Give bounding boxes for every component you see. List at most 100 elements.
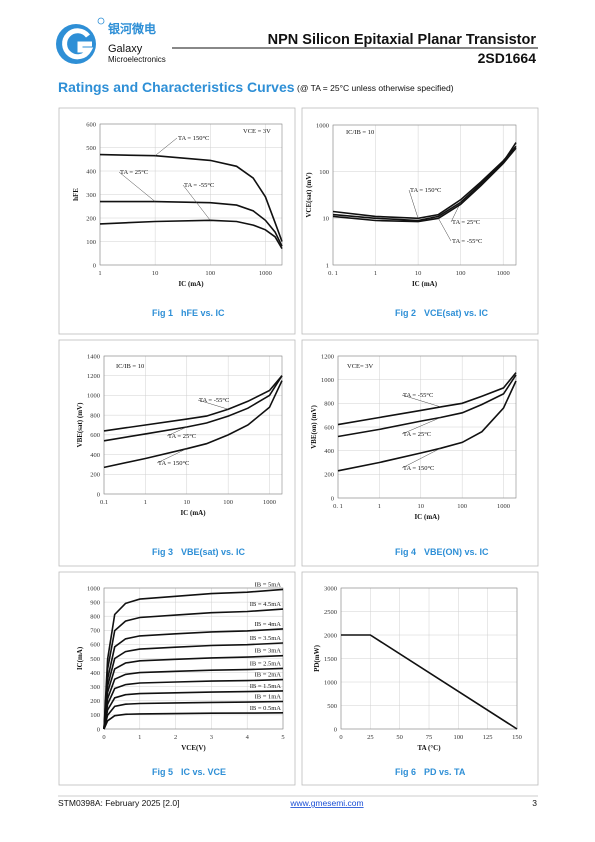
curve-label: TA = 150°C — [403, 465, 434, 472]
y-tick-label: 0 — [334, 726, 337, 733]
leader-line — [156, 448, 187, 464]
x-tick-label: 1000 — [263, 499, 276, 506]
curve — [103, 700, 284, 730]
curve — [332, 145, 517, 220]
curve-label: TA = 150°C — [158, 460, 189, 467]
curve — [103, 678, 284, 730]
curve — [103, 642, 284, 730]
curve — [99, 219, 283, 250]
section-title: Ratings and Characteristics Curves — [58, 79, 295, 95]
y-tick-label: 800 — [90, 614, 100, 621]
y-tick-label: 1000 — [316, 122, 329, 129]
curve-label: IB = 1mA — [255, 694, 282, 701]
figure-number: Fig 1 — [152, 308, 173, 318]
y-tick-label: 600 — [324, 424, 334, 431]
curve-label: IB = 1.5mA — [250, 683, 282, 690]
y-tick-label: 1200 — [321, 353, 334, 360]
y-axis-label: PD(mW) — [313, 644, 321, 671]
x-tick-label: 4 — [246, 734, 250, 741]
curve-label: TA = 150°C — [178, 135, 209, 142]
y-tick-label: 900 — [90, 599, 100, 606]
x-tick-label: 100 — [456, 270, 466, 277]
figure-number: Fig 6 — [395, 767, 416, 777]
curve-label: IB = 5mA — [255, 581, 282, 588]
x-tick-label: 150 — [512, 734, 522, 741]
y-tick-label: 1000 — [87, 393, 100, 400]
x-axis-label: IC (mA) — [180, 509, 206, 517]
y-tick-label: 400 — [90, 670, 100, 677]
x-tick-label: 10 — [184, 499, 191, 506]
curve-label: IB = 4.5mA — [250, 601, 282, 608]
curve — [103, 712, 284, 730]
y-axis-label: VBE(sat) (mV) — [76, 402, 84, 448]
leader-line — [197, 399, 229, 410]
leader-line — [182, 184, 211, 221]
plot-frame — [99, 123, 283, 266]
y-tick-label: 1000 — [321, 377, 334, 384]
x-axis-label: VCE(V) — [181, 744, 206, 752]
y-tick-label: 100 — [319, 169, 329, 176]
chart-frames — [58, 107, 539, 786]
y-tick-label: 1500 — [324, 656, 337, 663]
y-axis-label: hFE — [72, 188, 80, 201]
x-tick-label: 100 — [453, 734, 463, 741]
x-tick-label: 1 — [378, 503, 381, 510]
y-tick-label: 600 — [86, 121, 96, 128]
annotation: VCE= 3V — [347, 363, 374, 370]
leader-line — [408, 189, 419, 219]
footer-doc: STM0398A: February 2025 [2.0] — [58, 798, 179, 808]
footer-url[interactable]: www.gmesemi.com — [289, 798, 363, 808]
x-tick-label: 5 — [281, 734, 284, 741]
logo — [56, 17, 105, 64]
leader-line — [401, 417, 441, 435]
curve-label: IB = 3.5mA — [250, 635, 282, 642]
y-tick-label: 300 — [90, 684, 100, 691]
y-tick-label: 500 — [90, 656, 100, 663]
y-tick-label: 100 — [90, 712, 100, 719]
figure-caption: VBE(ON) vs. IC — [424, 547, 489, 557]
annotation: IC/IB = 10 — [116, 363, 144, 370]
annotation: VCE = 3V — [243, 128, 271, 135]
curve — [337, 380, 517, 472]
plot-frame — [337, 355, 517, 499]
curve-label: TA = 25°C — [403, 431, 431, 438]
x-tick-label: 75 — [426, 734, 433, 741]
y-tick-label: 500 — [86, 145, 96, 152]
y-axis-label: IC(mA) — [76, 646, 84, 670]
curve — [103, 690, 284, 730]
curve-label: IB = 0.5mA — [250, 705, 282, 712]
y-tick-label: 1400 — [87, 353, 100, 360]
x-tick-label: 1 — [98, 270, 101, 277]
footer-page: 3 — [532, 798, 537, 808]
curve — [103, 380, 283, 469]
x-tick-label: 1000 — [259, 270, 272, 277]
x-tick-label: 1000 — [497, 270, 510, 277]
x-tick-label: 25 — [367, 734, 374, 741]
y-tick-label: 0 — [97, 726, 100, 733]
x-tick-label: 100 — [223, 499, 233, 506]
y-tick-label: 400 — [86, 168, 96, 175]
curve — [341, 634, 518, 730]
x-tick-label: 0. 1 — [333, 503, 343, 510]
figure-caption: VBE(sat) vs. IC — [181, 547, 246, 557]
y-tick-label: 3000 — [324, 585, 337, 592]
y-tick-label: 800 — [90, 412, 100, 419]
doc-title: NPN Silicon Epitaxial Planar Transistor — [268, 32, 537, 48]
x-tick-label: 1 — [374, 270, 377, 277]
y-tick-label: 400 — [324, 448, 334, 455]
plot-frame — [340, 587, 518, 730]
y-tick-label: 300 — [86, 192, 96, 199]
y-tick-label: 700 — [90, 628, 100, 635]
x-tick-label: 50 — [396, 734, 403, 741]
x-tick-label: 1 — [138, 734, 141, 741]
plot-frame — [103, 587, 284, 730]
y-tick-label: 200 — [324, 472, 334, 479]
y-tick-label: 400 — [90, 452, 100, 459]
x-tick-label: 0.1 — [100, 499, 108, 506]
curve — [99, 153, 283, 242]
x-tick-label: 3 — [210, 734, 213, 741]
curve — [103, 667, 284, 730]
curve-label: TA = -55°C — [403, 392, 433, 399]
figure-caption: PD vs. TA — [424, 767, 466, 777]
x-tick-label: 10 — [152, 270, 159, 277]
